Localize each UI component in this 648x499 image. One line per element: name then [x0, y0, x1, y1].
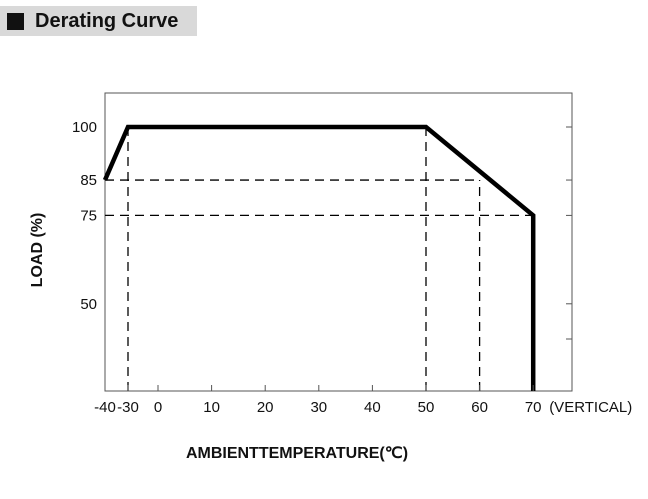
square-bullet-icon — [7, 12, 24, 30]
y-tick-label: 75 — [80, 207, 97, 224]
x-tick-label: 40 — [364, 399, 381, 416]
section-header: Derating Curve — [0, 6, 197, 36]
x-tick-label: 60 — [471, 399, 488, 416]
x-tick-label: 30 — [310, 399, 327, 416]
x-axis-suffix: (VERTICAL) — [549, 399, 632, 416]
derating-line-0 — [102, 124, 536, 391]
section-title: Derating Curve — [35, 9, 179, 32]
x-axis-title: AMBIENTTEMPERATURE(℃) — [186, 445, 408, 462]
plot-frame — [104, 92, 573, 392]
y-tick-label: 50 — [80, 296, 97, 313]
y-tick-label: 100 — [72, 119, 97, 136]
y-tick-label: 85 — [80, 172, 97, 189]
x-tick-label: 10 — [203, 399, 220, 416]
x-tick-label: 70 — [525, 399, 542, 416]
x-tick-label: 20 — [257, 399, 274, 416]
x-tick-label: 0 — [154, 399, 162, 416]
x-tick-label: -30 — [117, 399, 139, 416]
x-tick-label: -40 — [94, 399, 116, 416]
y-axis-title: LOAD (%) — [29, 213, 46, 288]
x-tick-label: 50 — [418, 399, 435, 416]
